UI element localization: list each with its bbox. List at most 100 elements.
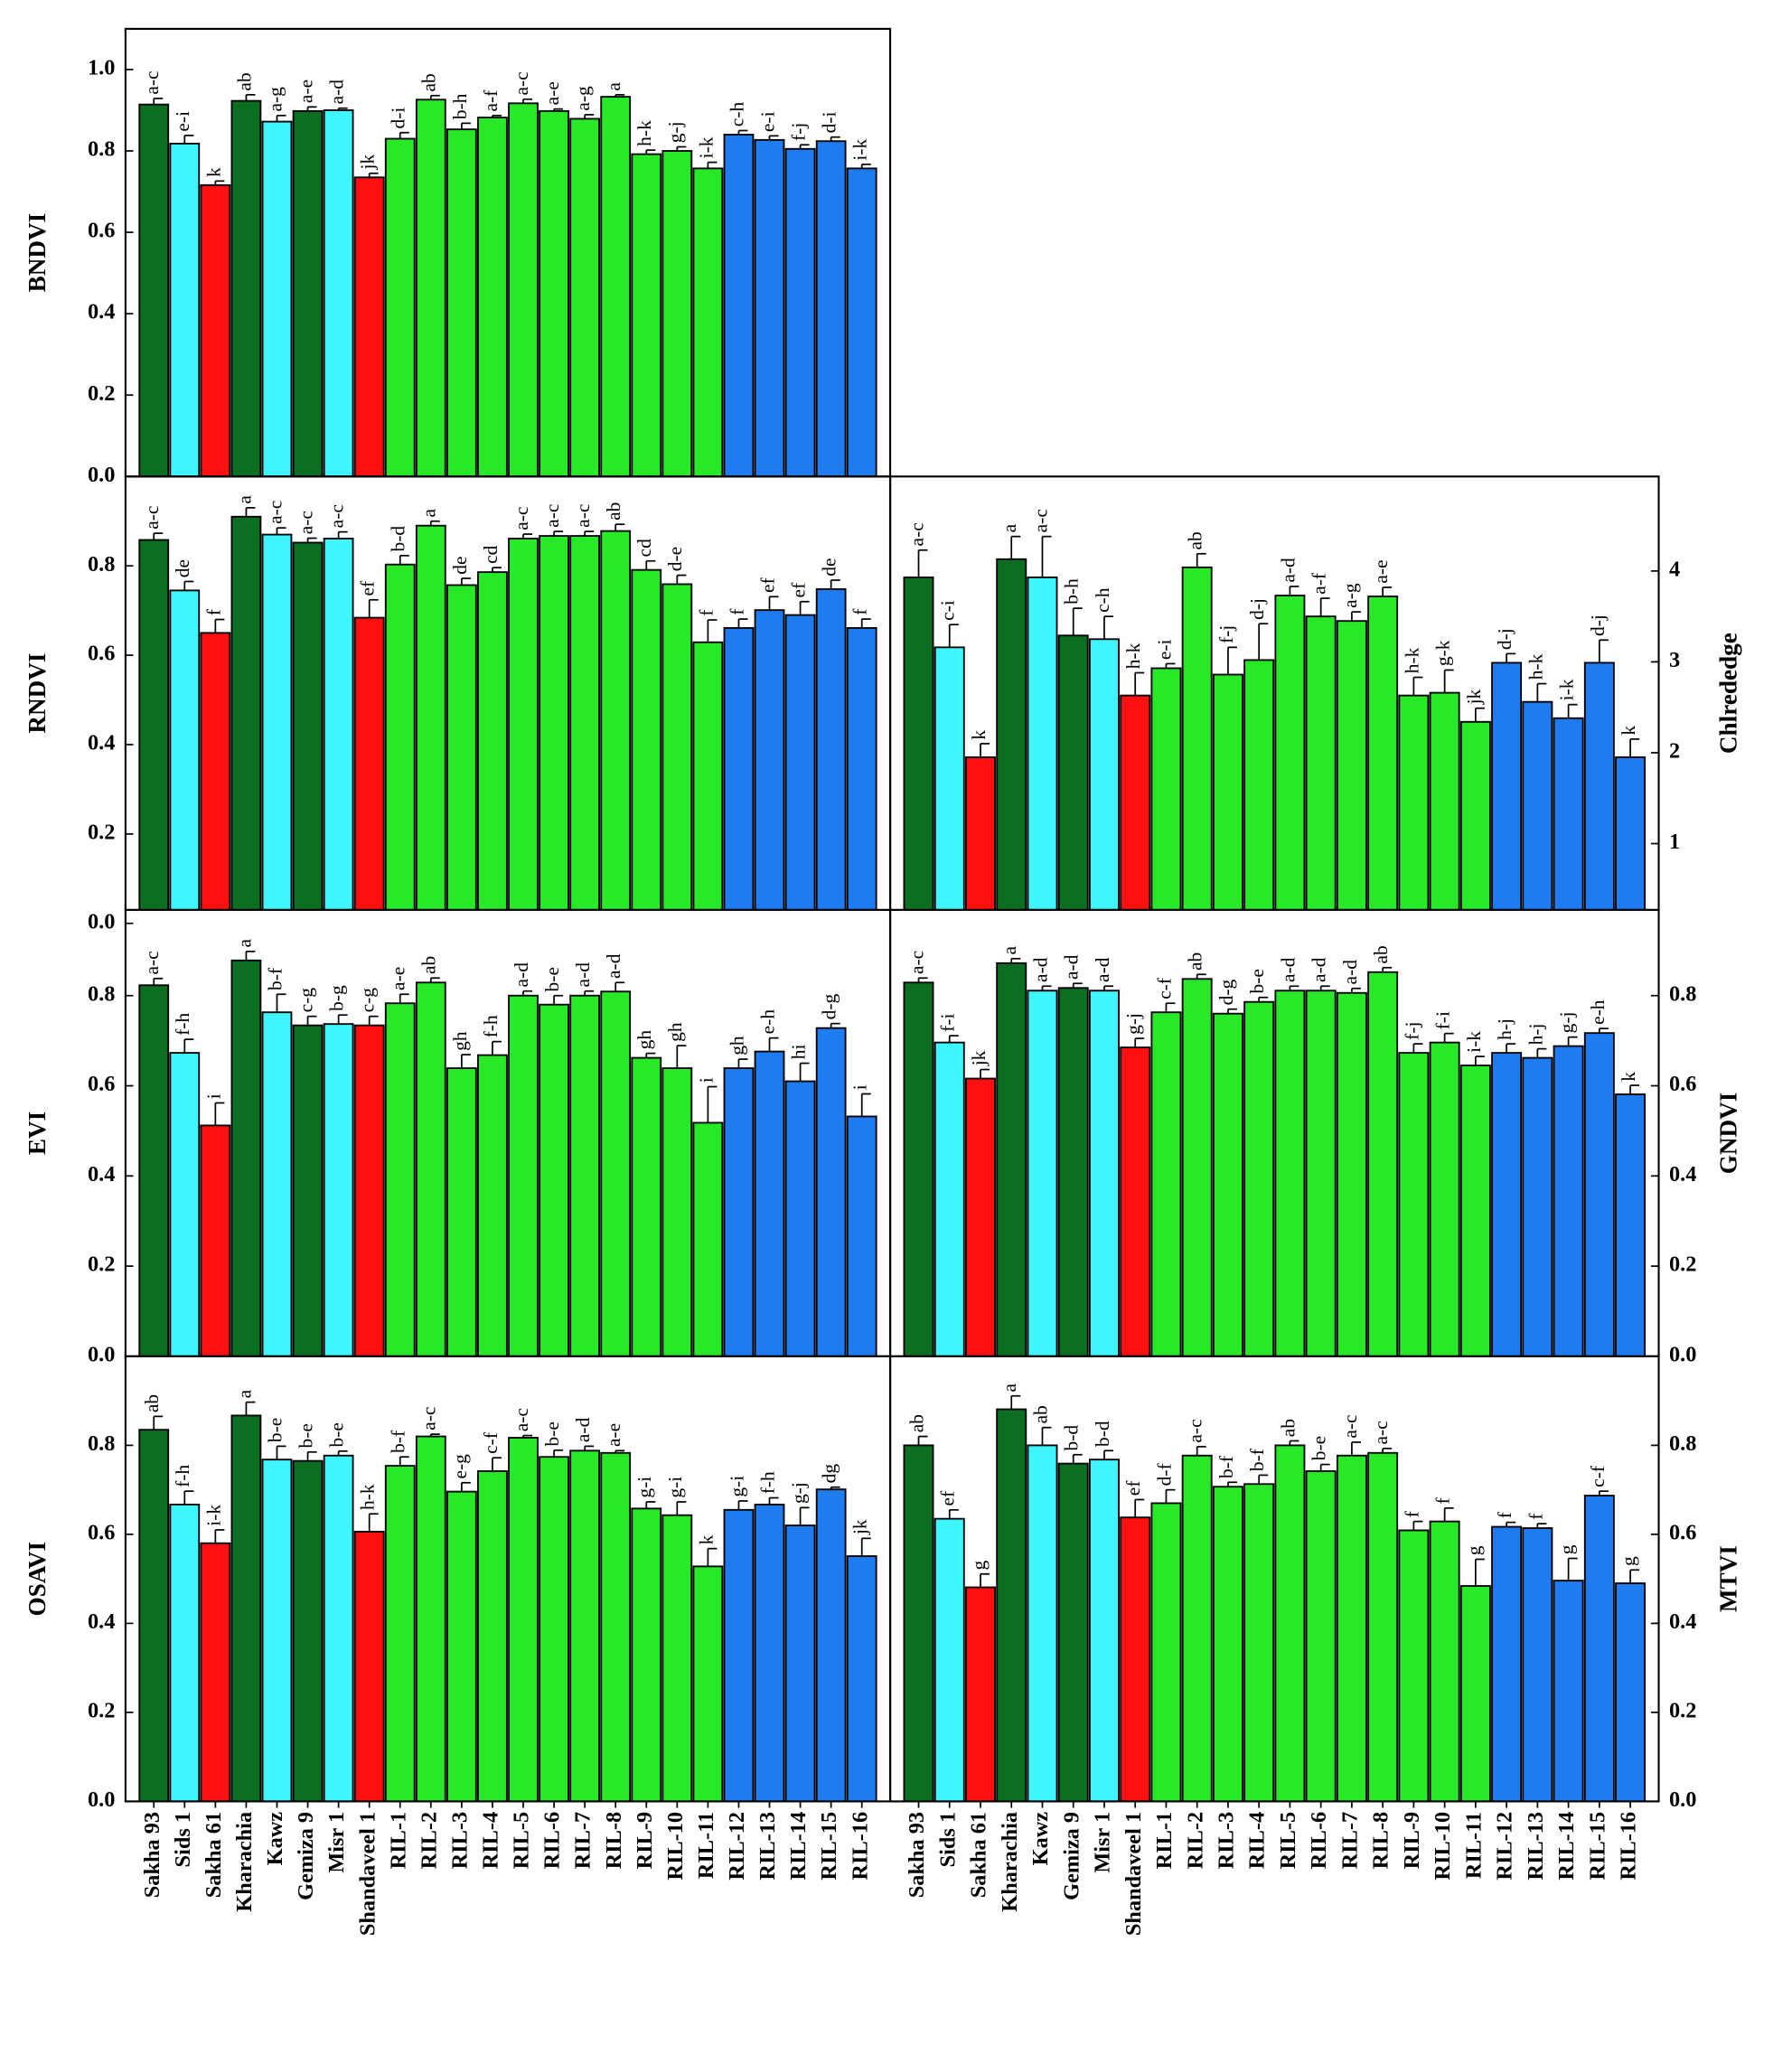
y-tick-label: 0.8 (1669, 981, 1696, 1006)
bar (384, 563, 416, 911)
group-letter: gh (633, 1030, 655, 1050)
bar (1583, 1032, 1615, 1357)
bar (934, 1041, 965, 1357)
bar (261, 533, 293, 911)
group-letter: g-i (726, 1476, 747, 1497)
bar (965, 756, 996, 911)
bar (569, 994, 601, 1357)
y-tick-label: 0.0 (88, 1342, 115, 1366)
bar (415, 1435, 446, 1803)
group-letter: g (968, 1560, 990, 1570)
group-letter: f (726, 608, 747, 615)
y-tick-label: 0.0 (1669, 1787, 1696, 1812)
bar (353, 616, 385, 911)
y-axis-label: OSAVI (23, 1542, 51, 1617)
bar (1336, 991, 1367, 1357)
x-tick-label: RIL-15 (817, 1812, 841, 1881)
group-letter: a-c (511, 71, 532, 95)
x-tick-label: RIL-8 (602, 1812, 626, 1870)
group-letter: b-e (1309, 1436, 1330, 1460)
bar (539, 535, 569, 911)
bar (903, 981, 934, 1357)
group-letter: a-d (1061, 954, 1083, 980)
group-letter: a-c (541, 504, 563, 528)
group-letter: a-d (511, 962, 532, 988)
bar (230, 1414, 262, 1803)
x-tick-label: Sids 1 (171, 1812, 195, 1868)
group-letter: a-d (572, 962, 594, 988)
group-letter: a (999, 523, 1020, 532)
y-tick-label: 0.0 (1669, 1342, 1696, 1366)
group-letter: a-g (572, 86, 594, 111)
y-tick-label: 0.0 (88, 909, 115, 933)
bar (754, 138, 785, 478)
group-letter: a-c (511, 507, 532, 530)
bar (446, 1067, 477, 1357)
bar (1522, 1527, 1553, 1803)
group-letter: f (202, 608, 224, 615)
group-letter: e-g (449, 1454, 471, 1479)
bar (508, 1437, 539, 1803)
bar (1057, 634, 1089, 911)
bar (1522, 1056, 1553, 1357)
bar (200, 183, 231, 478)
bar (1027, 576, 1058, 911)
bar (692, 1565, 724, 1803)
x-tick-label: RIL-14 (786, 1812, 811, 1881)
x-tick-label: RIL-9 (1400, 1812, 1424, 1870)
y-tick-label: 0.2 (88, 1252, 115, 1277)
group-letter: a (603, 82, 624, 91)
x-tick-label: Misr 1 (1091, 1812, 1115, 1873)
bar (1150, 1502, 1182, 1803)
group-letter: g-j (1122, 1013, 1144, 1035)
bar (1150, 1011, 1182, 1357)
bar (1243, 659, 1275, 911)
x-tick-label: RIL-4 (479, 1812, 503, 1870)
bar (692, 167, 724, 478)
bar (1181, 566, 1213, 911)
group-letter: a-c (511, 1408, 532, 1431)
group-letter: jk (1463, 689, 1485, 705)
bar (661, 1514, 693, 1803)
bar (169, 1052, 201, 1357)
panel-frame (888, 1355, 1660, 1803)
group-letter: d-g (1215, 980, 1237, 1006)
bar (477, 571, 508, 911)
group-letter: d-i (819, 112, 840, 134)
bar (1553, 717, 1584, 911)
group-letter: h-j (1494, 1018, 1515, 1040)
bar (1027, 1444, 1058, 1803)
group-letter: gh (449, 1031, 471, 1051)
bar (600, 1451, 632, 1803)
y-tick-label: 1.0 (88, 56, 115, 80)
group-letter: g-k (1432, 640, 1454, 666)
bar (1212, 673, 1243, 911)
x-tick-label: RIL-16 (848, 1812, 872, 1881)
group-letter: f (1525, 1513, 1546, 1520)
x-tick-label: RIL-15 (1585, 1812, 1609, 1881)
group-letter: c-h (1092, 587, 1113, 613)
x-tick-label: RIL-12 (725, 1812, 749, 1881)
bar (1553, 1580, 1584, 1803)
y-tick-label: 0.8 (1669, 1431, 1696, 1456)
x-tick-label: RIL-3 (1215, 1812, 1239, 1870)
bar (934, 1517, 965, 1803)
x-tick-label: RIL-10 (1431, 1812, 1455, 1881)
x-tick-label: Sakha 61 (202, 1812, 226, 1898)
group-letter: c-f (1153, 977, 1175, 999)
bar (815, 1027, 847, 1357)
y-tick-label: 0.0 (88, 1787, 115, 1812)
y-tick-label: 0.8 (88, 981, 115, 1006)
bar (138, 1429, 170, 1803)
group-letter: a-c (141, 951, 163, 974)
bar (292, 1459, 324, 1803)
group-letter: ab (233, 72, 255, 90)
y-tick-label: 0.6 (88, 1520, 115, 1544)
bar (1057, 987, 1089, 1357)
x-tick-label: Sakha 61 (967, 1812, 991, 1898)
x-tick-label: Sids 1 (935, 1812, 960, 1868)
bar (996, 558, 1027, 911)
group-letter: k (202, 167, 224, 177)
y-axis-label: MTVI (1714, 1545, 1741, 1612)
bar (415, 981, 446, 1357)
